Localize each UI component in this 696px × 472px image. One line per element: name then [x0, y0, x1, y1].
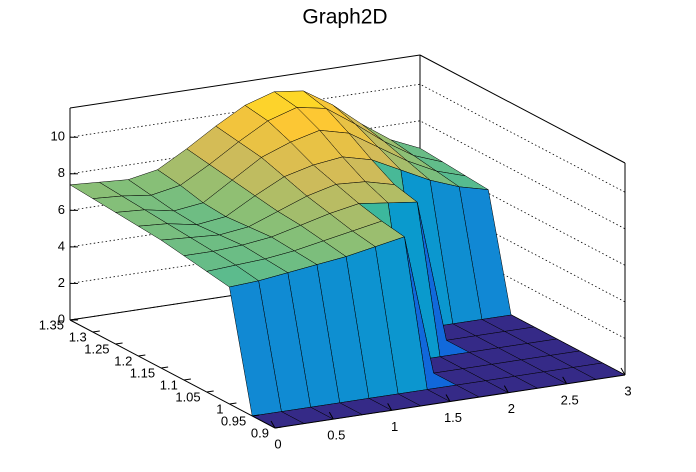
box-edge: [419, 54, 626, 164]
y-tick-label: 1.25: [84, 341, 109, 356]
x-tick-label: 1: [391, 419, 398, 434]
x-tick: [445, 394, 451, 402]
y-tick: [206, 390, 214, 393]
y-tick-label: 1.05: [175, 389, 200, 404]
y-tick-label: 0.95: [221, 413, 246, 428]
y-tick: [92, 330, 100, 333]
x-tick: [328, 411, 334, 420]
y-tick: [161, 366, 169, 369]
y-tick: [115, 342, 123, 345]
y-tick: [274, 426, 283, 429]
x-tick-label: 0.5: [327, 428, 345, 443]
y-tick-label: 1.1: [160, 377, 178, 392]
grid-line: [69, 83, 626, 193]
x-tick-label: 2.5: [561, 392, 579, 407]
z-tick-label: 8: [58, 165, 65, 180]
y-tick: [138, 354, 146, 357]
box-edge: [69, 319, 276, 429]
x-tick-label: 0: [274, 436, 281, 451]
y-tick-label: 1.3: [69, 329, 87, 344]
y-tick-label: 1: [216, 401, 223, 416]
x-tick-label: 2: [508, 401, 515, 416]
z-tick-label: 0: [58, 311, 65, 326]
grid-line: [69, 120, 626, 230]
x-tick: [503, 385, 509, 393]
y-tick: [183, 378, 191, 381]
y-tick: [252, 414, 260, 417]
box-edge: [69, 54, 421, 109]
y-tick-label: 1.15: [130, 365, 155, 380]
z-tick-label: 4: [58, 238, 65, 253]
x-tick: [270, 420, 276, 429]
grid-line: [69, 156, 626, 266]
y-tick: [69, 318, 78, 321]
z-tick-label: 2: [58, 275, 65, 290]
y-tick-label: 0.9: [251, 425, 269, 440]
y-tick-label: 1.2: [114, 353, 132, 368]
x-tick: [562, 376, 568, 385]
x-tick-label: 1.5: [444, 410, 462, 425]
grid-line: [69, 193, 626, 303]
grid-line: [69, 229, 626, 339]
z-tick-label: 10: [51, 129, 65, 144]
x-tick: [620, 367, 626, 376]
z-tick-label: 6: [58, 202, 65, 217]
x-tick-label: 3: [624, 383, 631, 398]
y-tick-label: 1.35: [39, 317, 64, 332]
y-tick: [229, 402, 237, 405]
chart-title: Graph2D: [302, 6, 387, 29]
x-tick: [387, 403, 393, 411]
